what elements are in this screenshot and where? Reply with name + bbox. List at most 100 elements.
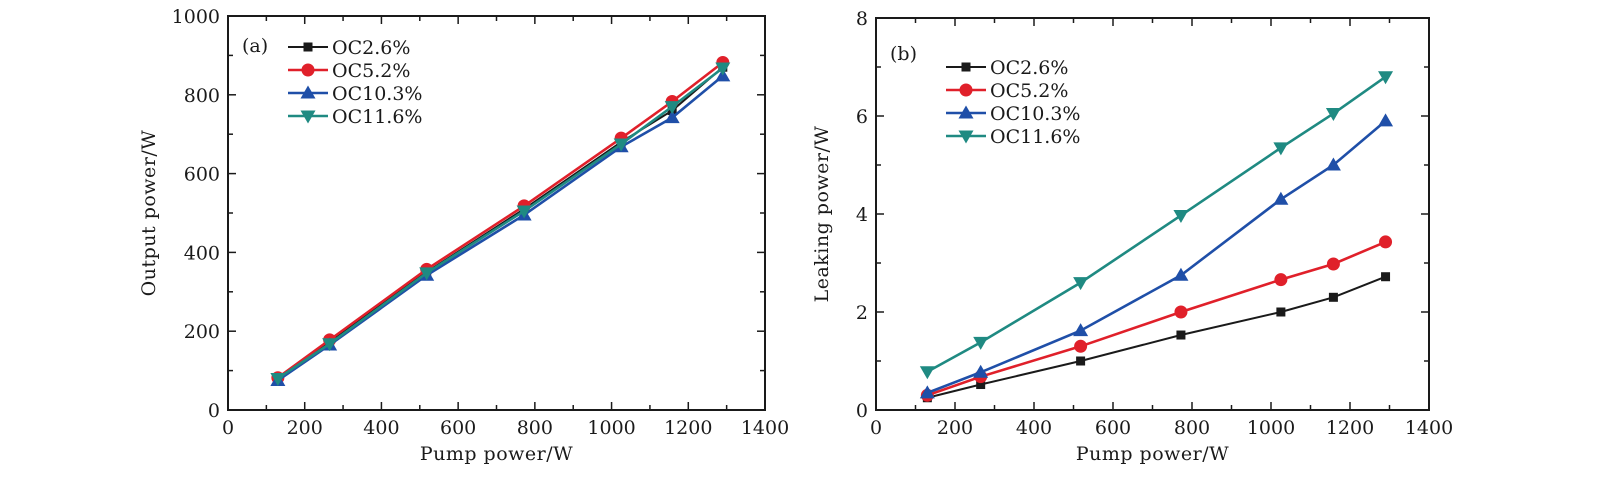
data-point [419,267,435,281]
panel-label: (a) [242,35,268,57]
data-point [516,205,532,219]
y-tick-label: 2 [856,302,868,324]
legend-item: OC10.3% [288,83,422,105]
legend-label: OC11.6% [332,106,422,128]
x-tick-label: 800 [1174,417,1210,439]
data-point [613,138,629,152]
data-point [1378,71,1394,85]
legend-marker [958,130,974,144]
y-tick-label: 0 [208,400,220,422]
x-axis-label: Pump power/W [1076,443,1229,465]
panel-label: (b) [890,43,917,65]
plot-frame [875,17,1430,411]
data-point [973,364,989,378]
data-point [322,338,338,352]
y-tick-label: 4 [856,204,868,226]
legend-label: OC10.3% [332,83,422,105]
data-point [919,385,935,399]
legend-marker [300,85,316,99]
legend-label: OC2.6% [332,37,410,59]
data-point [1173,267,1189,281]
legend-item: OC2.6% [288,37,410,59]
legend-label: OC2.6% [990,57,1068,79]
y-tick-label: 400 [184,242,220,264]
x-tick-label: 1200 [1326,417,1374,439]
y-axis-label: Output power/W [138,130,160,297]
x-tick-label: 200 [937,417,973,439]
series-oc10-3- [919,113,1394,399]
legend-item: OC5.2% [288,60,410,82]
series-line [926,240,1387,397]
x-tick-label: 600 [440,417,476,439]
data-point [973,336,989,350]
series-oc11-6- [919,71,1394,380]
legend: OC2.6%OC5.2%OC10.3%OC11.6% [288,37,422,128]
y-tick-label: 0 [856,400,868,422]
x-axis-label: Pump power/W [420,443,573,465]
x-tick-label: 600 [1095,417,1131,439]
data-point [1273,142,1289,156]
legend-marker [303,42,313,52]
legend-label: OC10.3% [990,103,1080,125]
x-tick-label: 0 [870,417,882,439]
data-point [1328,292,1338,302]
x-tick-label: 800 [517,417,553,439]
legend-marker [958,105,974,119]
legend-marker [301,63,315,77]
x-tick-label: 400 [1016,417,1052,439]
x-tick-label: 1000 [587,417,635,439]
data-point [1379,235,1393,249]
data-point [1325,157,1341,171]
legend-item: OC11.6% [946,126,1080,148]
data-point [1276,307,1286,317]
legend-label: OC5.2% [332,60,410,82]
data-point [1381,272,1391,282]
data-point [1073,323,1089,337]
series-oc11-6- [270,62,731,386]
data-point [1274,273,1288,287]
x-tick-label: 1400 [1405,417,1453,439]
y-tick-label: 800 [184,85,220,107]
data-point [1273,191,1289,205]
legend-label: OC11.6% [990,126,1080,148]
legend-item: OC2.6% [946,57,1068,79]
data-point [664,101,680,115]
x-tick-label: 200 [287,417,323,439]
x-tick-label: 1400 [741,417,789,439]
legend-marker [300,110,316,124]
x-tick-label: 0 [222,417,234,439]
y-tick-label: 600 [184,164,220,186]
data-point [1326,257,1340,271]
x-tick-label: 1200 [664,417,712,439]
data-point [270,372,286,386]
x-tick-label: 1000 [1247,417,1295,439]
data-point [1174,305,1188,319]
data-point [976,380,986,390]
y-axis-label: Leaking power/W [811,126,833,303]
data-point [1325,108,1341,122]
series-line [927,275,1386,399]
data-point [1074,339,1088,353]
legend-label: OC5.2% [990,80,1068,102]
y-tick-label: 200 [184,321,220,343]
y-tick-label: 8 [856,8,868,30]
legend-marker [961,62,971,72]
data-point [1076,356,1086,366]
legend-marker [959,83,973,97]
legend-item: OC11.6% [288,106,422,128]
data-point [1073,277,1089,291]
panel-b-leaking-power: 0 200 400 600 800 1000 1200 1400 0 2 4 6 8 Pump power… [811,8,1453,465]
x-tick-label: 400 [363,417,399,439]
data-point [1378,113,1394,127]
data-point [919,366,935,380]
legend-item: OC5.2% [946,80,1068,102]
legend: OC2.6%OC5.2%OC10.3%OC11.6% [946,57,1080,148]
data-point [715,62,731,76]
series-line [926,119,1387,395]
data-point [1173,209,1189,223]
panel-a-output-power: 0 200 400 600 800 1000 1200 1400 0 200 400 600 800 10… [138,6,789,465]
series-oc5-2- [920,235,1393,402]
y-tick-label: 1000 [172,6,220,28]
data-point [1176,330,1186,340]
